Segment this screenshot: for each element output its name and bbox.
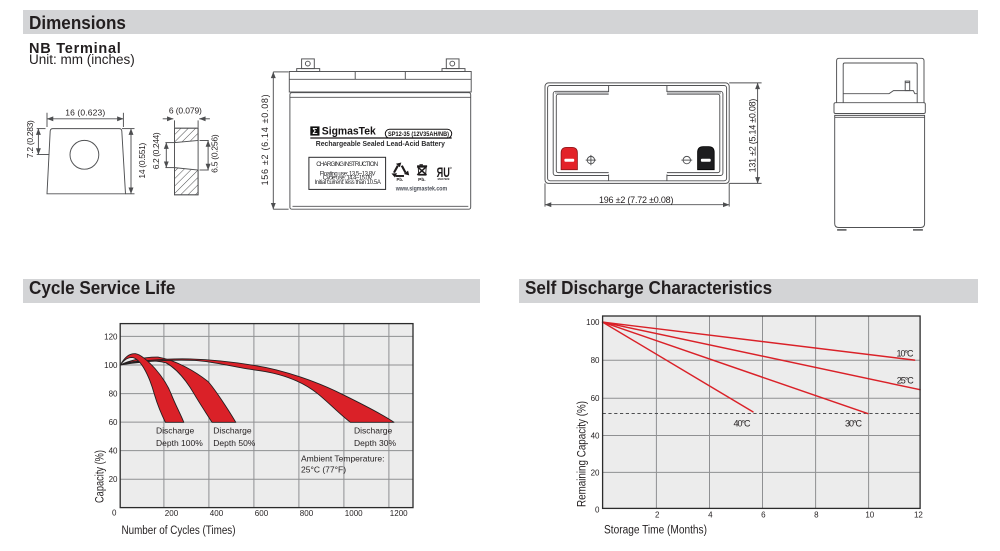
svg-text:Discharge: Discharge — [213, 426, 252, 436]
svg-text:Number of Cycles (Times): Number of Cycles (Times) — [122, 525, 236, 537]
svg-text:0: 0 — [595, 506, 600, 515]
svg-text:Capacity (%): Capacity (%) — [95, 450, 107, 503]
svg-text:Initial current: less than 10.: Initial current: less than 10.5A — [315, 180, 381, 186]
svg-text:7.2 (0.283): 7.2 (0.283) — [25, 120, 35, 158]
svg-text:400: 400 — [210, 509, 224, 518]
svg-text:Discharge: Discharge — [354, 426, 393, 436]
svg-text:600: 600 — [255, 509, 269, 518]
svg-text:Depth 30%: Depth 30% — [354, 438, 396, 448]
svg-text:20: 20 — [591, 468, 600, 477]
svg-text:30°C: 30°C — [845, 419, 863, 429]
svg-text:40: 40 — [591, 431, 600, 440]
svg-text:131 ±2 (5.14 ±0.08): 131 ±2 (5.14 ±0.08) — [748, 99, 758, 173]
svg-text:120: 120 — [104, 332, 118, 341]
svg-text:80: 80 — [591, 356, 600, 365]
svg-text:Pb.: Pb. — [397, 177, 404, 182]
svg-text:196 ±2 (7.72 ±0.08): 196 ±2 (7.72 ±0.08) — [599, 195, 674, 205]
svg-text:Remaining Capacity (%): Remaining Capacity (%) — [577, 401, 589, 507]
svg-text:SigmasTek: SigmasTek — [322, 126, 377, 138]
svg-text:Depth 100%: Depth 100% — [156, 438, 203, 448]
svg-text:60: 60 — [109, 418, 118, 427]
svg-text:Depth 50%: Depth 50% — [213, 438, 255, 448]
svg-text:0: 0 — [112, 508, 117, 517]
svg-text:25°C (77°F): 25°C (77°F) — [301, 464, 346, 474]
svg-text:6.2 (0.244): 6.2 (0.244) — [151, 132, 161, 169]
svg-text:10°C: 10°C — [897, 348, 915, 358]
svg-text:10: 10 — [865, 510, 874, 519]
svg-text:20: 20 — [109, 475, 118, 484]
svg-text:100: 100 — [104, 361, 118, 370]
svg-text:Discharge: Discharge — [156, 426, 195, 436]
svg-text:40: 40 — [109, 447, 118, 456]
svg-text:12: 12 — [914, 510, 923, 519]
svg-text:ЯU: ЯU — [437, 164, 450, 181]
svg-text:14 (0.551): 14 (0.551) — [137, 142, 147, 178]
svg-text:Σ: Σ — [312, 126, 317, 136]
svg-text:Storage Time (Months): Storage Time (Months) — [604, 525, 707, 537]
svg-text:1000: 1000 — [345, 509, 363, 518]
svg-text:Ambient Temperature:: Ambient Temperature: — [301, 454, 384, 464]
svg-text:8: 8 — [814, 510, 819, 519]
svg-text:MH47929: MH47929 — [438, 177, 450, 181]
svg-text:6: 6 — [761, 510, 766, 519]
svg-text:800: 800 — [300, 509, 314, 518]
svg-text:6 (0.079): 6 (0.079) — [169, 106, 202, 116]
svg-text:100: 100 — [586, 318, 600, 327]
svg-text:Cycle use: 14.4~15.0V: Cycle use: 14.4~15.0V — [323, 176, 373, 182]
svg-text:1200: 1200 — [390, 509, 408, 518]
svg-text:CHARGING INSTRUCTION: CHARGING INSTRUCTION — [316, 161, 378, 168]
svg-text:4: 4 — [708, 510, 713, 519]
svg-text:Floating use: 13.5~13.8V: Floating use: 13.5~13.8V — [320, 172, 376, 178]
svg-text:www.sigmastek.com: www.sigmastek.com — [395, 185, 448, 192]
svg-text:6.5 (0.256): 6.5 (0.256) — [210, 134, 220, 173]
svg-text:40°C: 40°C — [734, 419, 752, 429]
svg-text:60: 60 — [591, 394, 600, 403]
svg-text:16 (0.623): 16 (0.623) — [65, 108, 105, 118]
svg-text:200: 200 — [165, 509, 179, 518]
svg-text:156 ±2 (6.14 ±0.08): 156 ±2 (6.14 ±0.08) — [260, 94, 270, 185]
svg-text:2: 2 — [655, 510, 660, 519]
svg-text:SP12-35 (12V35AH/NB): SP12-35 (12V35AH/NB) — [388, 132, 449, 138]
svg-text:Pb.: Pb. — [418, 177, 425, 183]
svg-text:80: 80 — [109, 390, 118, 399]
svg-text:Rechargeable Sealed Lead-Acid: Rechargeable Sealed Lead-Acid Battery — [316, 139, 446, 148]
svg-text:25°C: 25°C — [897, 375, 915, 385]
